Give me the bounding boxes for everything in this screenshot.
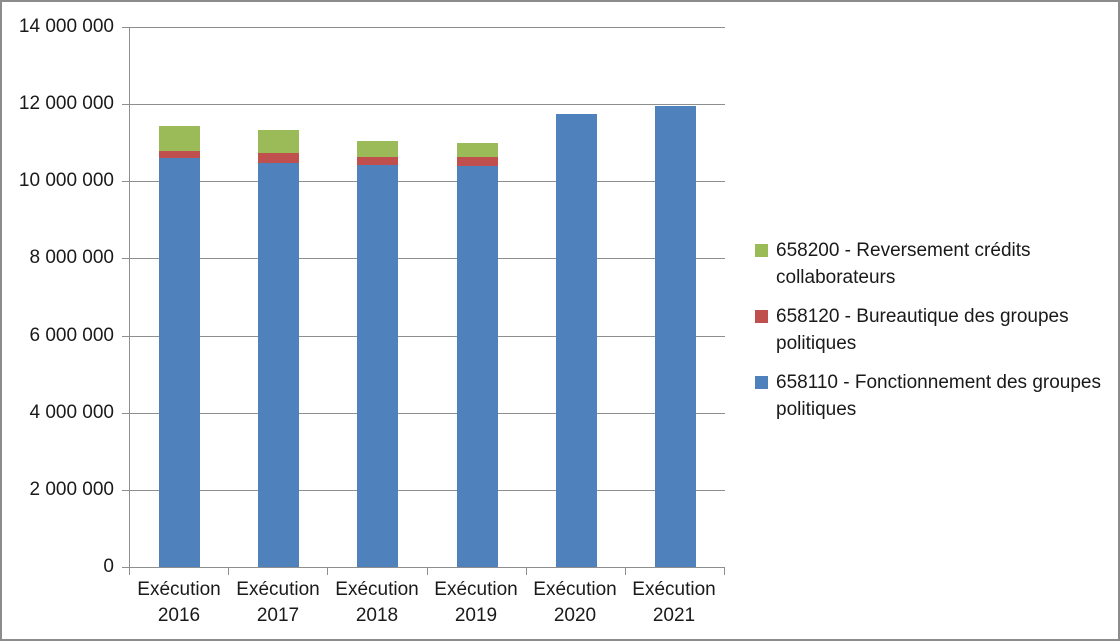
bar-segment: [159, 126, 200, 151]
legend-swatch-icon: [755, 376, 768, 389]
bar-segment: [258, 130, 299, 153]
gridline: [130, 181, 725, 182]
bar-segment: [159, 151, 200, 158]
bar-segment: [258, 163, 299, 567]
bar-segment: [457, 157, 498, 166]
legend-label: 658110 - Fonctionnement des groupes poli…: [776, 372, 1101, 420]
gridline: [130, 490, 725, 491]
plot-area: [129, 27, 725, 568]
x-axis-label: Exécution 2021: [632, 579, 716, 626]
y-axis-label: 2 000 000: [29, 479, 114, 500]
x-axis-tick: [228, 568, 229, 575]
y-axis-label: 4 000 000: [29, 402, 114, 423]
y-axis-tick: [122, 104, 129, 105]
y-axis-tick: [122, 413, 129, 414]
bar-segment: [457, 166, 498, 567]
y-axis-label: 12 000 000: [18, 93, 114, 114]
x-axis-label: Exécution 2016: [137, 579, 221, 626]
x-axis-label: Exécution 2018: [335, 579, 419, 626]
bar-segment: [357, 165, 398, 567]
bar-segment: [457, 143, 498, 157]
x-axis-tick: [625, 568, 626, 575]
gridline: [130, 336, 725, 337]
x-axis-label: Exécution 2019: [434, 579, 518, 626]
legend-item: 658110 - Fonctionnement des groupes poli…: [755, 369, 1110, 423]
x-axis-tick: [427, 568, 428, 575]
bar-segment: [556, 114, 597, 567]
legend-swatch-icon: [755, 244, 768, 257]
y-axis-label: 6 000 000: [29, 325, 114, 346]
y-axis-tick: [122, 181, 129, 182]
x-axis-tick: [129, 568, 130, 575]
bar-segment: [357, 157, 398, 165]
bar-segment: [655, 106, 696, 567]
legend-swatch-icon: [755, 310, 768, 323]
x-axis-label: Exécution 2017: [236, 579, 320, 626]
y-axis-label: 8 000 000: [29, 247, 114, 268]
legend-label: 658120 - Bureautique des groupes politiq…: [776, 306, 1069, 354]
gridline: [130, 104, 725, 105]
y-axis-label: 10 000 000: [18, 170, 114, 191]
y-axis-tick: [122, 27, 129, 28]
x-axis-tick: [327, 568, 328, 575]
y-axis-tick: [122, 336, 129, 337]
gridline: [130, 27, 725, 28]
x-axis-tick: [724, 568, 725, 575]
y-axis-tick: [122, 258, 129, 259]
legend-item: 658120 - Bureautique des groupes politiq…: [755, 303, 1110, 357]
y-axis-tick: [122, 490, 129, 491]
x-axis-label: Exécution 2020: [533, 579, 617, 626]
legend: 658200 - Reversement crédits collaborate…: [755, 237, 1110, 423]
bar-segment: [159, 158, 200, 567]
x-axis-tick: [526, 568, 527, 575]
bar-segment: [357, 141, 398, 157]
y-axis-tick: [122, 567, 129, 568]
gridline: [130, 258, 725, 259]
gridline: [130, 413, 725, 414]
legend-label: 658200 - Reversement crédits collaborate…: [776, 240, 1031, 288]
y-axis-label: 0: [103, 556, 114, 577]
bar-segment: [258, 153, 299, 163]
y-axis-label: 14 000 000: [18, 16, 114, 37]
legend-item: 658200 - Reversement crédits collaborate…: [755, 237, 1110, 291]
